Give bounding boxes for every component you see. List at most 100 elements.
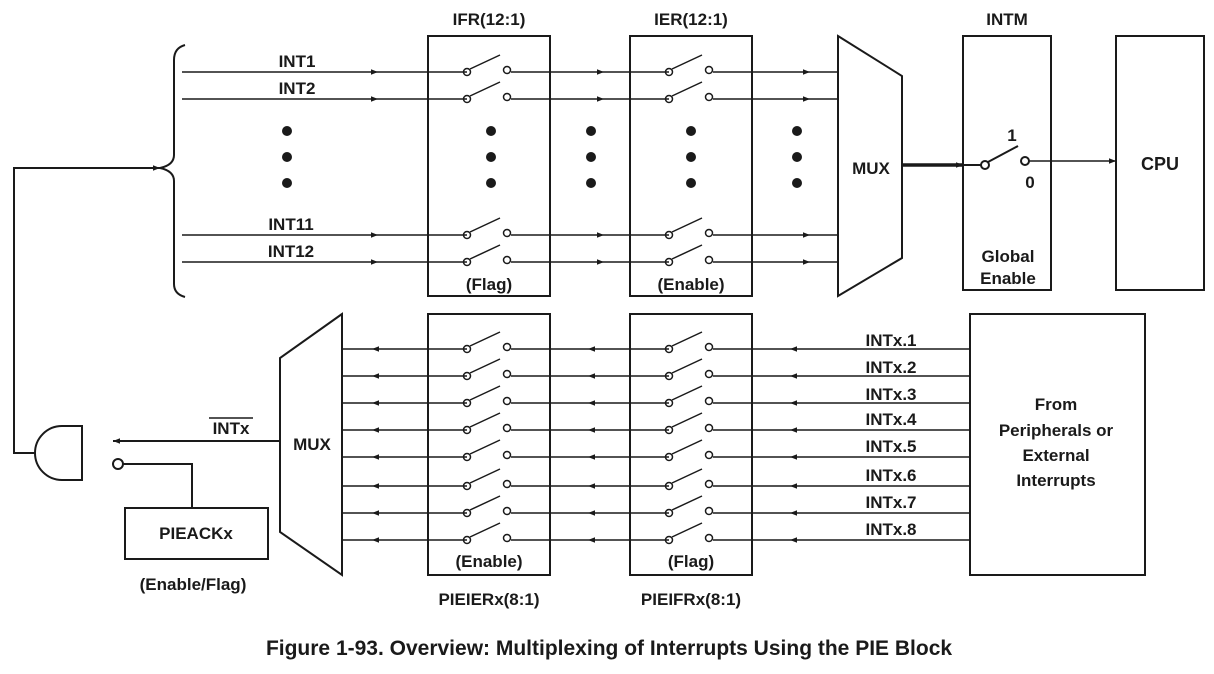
ellipsis-dot [792,152,802,162]
cpu-box [1115,35,1205,291]
switch-blade [671,385,703,401]
ier-register-box [629,35,753,297]
global-enable-label-line1: Global [982,247,1035,266]
switch-pivot [664,94,674,104]
pieack-box [124,507,269,560]
pieack-wire [123,463,193,508]
intx-label: INTx.5 [865,437,916,456]
switch-contact [704,228,714,238]
ellipsis-dot [686,126,696,136]
switch-pivot [664,371,674,381]
ellipsis-dot [792,126,802,136]
intm-switch-pivot [980,160,990,170]
ellipsis-dot [586,178,596,188]
switch-pivot [664,344,674,354]
peripheral-source-box [969,313,1146,576]
ellipsis-dot [282,126,292,136]
intm-off-label: 0 [1025,173,1034,192]
switch-contact [704,369,714,379]
ifr-footer: (Flag) [466,275,512,294]
intm-register-box [962,35,1052,291]
switch-blade [671,54,703,70]
switch-pivot [462,344,472,354]
ellipsis-dot [486,178,496,188]
switch-pivot [462,452,472,462]
bottom-mux-label: MUX [293,435,331,454]
intm-switch-blade [987,145,1019,163]
pieifr-footer: (Flag) [668,552,714,571]
source-label-line: From [1035,395,1078,414]
switch-contact [704,342,714,352]
source-label-line: Interrupts [1016,471,1095,490]
pieack-label: PIEACKx [159,524,233,543]
intx-label: INTx.4 [865,410,917,429]
switch-pivot [462,535,472,545]
switch-blade [671,412,703,428]
switch-blade [469,81,501,97]
ifr-register-box [427,35,551,297]
switch-contact [704,506,714,516]
switch-pivot [462,508,472,518]
switch-pivot [462,371,472,381]
switch-blade [469,412,501,428]
switch-pivot [462,67,472,77]
cpu-label: CPU [1141,154,1179,174]
intx-label: INTx.1 [865,331,916,350]
switch-contact [502,450,512,460]
switch-pivot [664,398,674,408]
switch-contact [704,423,714,433]
ellipsis-dot [686,178,696,188]
intm-title: INTM [986,10,1028,29]
top-input-bracket [159,44,186,298]
top-mux-shape [837,34,903,298]
switch-contact [502,65,512,75]
switch-blade [469,54,501,70]
intm-switch-contact [1020,156,1030,166]
and-gate-inverter-bubble [112,458,124,470]
pieifr-register-box [629,313,753,576]
switch-blade [671,81,703,97]
figure-caption: Figure 1-93. Overview: Multiplexing of I… [266,637,952,660]
switch-contact [502,506,512,516]
and-gate-icon [34,425,83,481]
switch-pivot [462,257,472,267]
pieier-register-box [427,313,551,576]
ier-title: IER(12:1) [654,10,728,29]
switch-contact [502,396,512,406]
switch-blade [671,358,703,374]
pieack-caption: (Enable/Flag) [140,575,247,594]
switch-blade [469,244,501,260]
ifr-title: IFR(12:1) [453,10,526,29]
int-label: INT11 [268,215,313,234]
switch-contact [502,255,512,265]
ellipsis-dot [486,152,496,162]
switch-blade [469,522,501,538]
switch-pivot [462,230,472,240]
ellipsis-dot [686,152,696,162]
switch-blade [469,385,501,401]
pieier-title: PIEIERx(8:1) [438,590,539,609]
switch-blade [469,358,501,374]
pieifr-title: PIEIFRx(8:1) [641,590,741,609]
switch-blade [469,495,501,511]
intx-label: INTx.6 [865,466,916,485]
intm-on-label: 1 [1007,126,1016,145]
switch-contact [704,255,714,265]
ellipsis-dot [792,178,802,188]
switch-contact [704,396,714,406]
switch-contact [704,479,714,489]
ellipsis-dot [486,126,496,136]
pieier-footer: (Enable) [455,552,522,571]
ellipsis-dot [282,178,292,188]
switch-blade [469,331,501,347]
switch-blade [671,244,703,260]
global-enable-label-line2: Enable [980,269,1036,288]
switch-contact [704,450,714,460]
ellipsis-dot [586,126,596,136]
switch-contact [502,423,512,433]
switch-contact [502,228,512,238]
switch-blade [671,439,703,455]
switch-blade [671,468,703,484]
switch-blade [469,217,501,233]
